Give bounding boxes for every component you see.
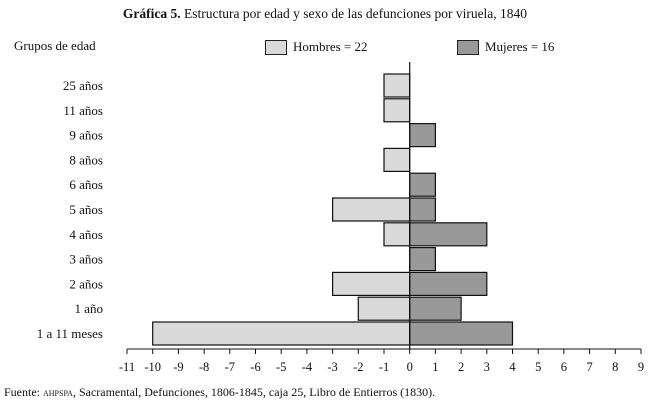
bar-mujeres [409,197,437,222]
bar-hombres [332,271,411,296]
x-tick-label: 2 [458,360,464,374]
category-label: 1 año [74,301,103,316]
source-note: Fuente: ahpspa, Sacramental, Defunciones… [4,385,435,400]
x-tick-label: 7 [586,360,592,374]
x-tick-label: -5 [276,360,286,374]
x-tick-label: -8 [199,360,209,374]
x-tick-label: 5 [535,360,541,374]
source-abbrev: ahpspa [43,385,73,399]
title-prefix: Gráfica 5. [122,6,181,21]
category-label: 1 a 11 meses [37,326,103,341]
y-axis-label: Grupos de edad [14,38,96,53]
x-tick-label: -9 [173,360,183,374]
bar-mujeres [409,296,462,321]
x-tick-label: -11 [119,360,135,374]
legend-hombres: Hombres = 22 [265,38,368,56]
legend-swatch-mujeres [457,39,479,55]
bar-mujeres [409,172,437,197]
x-tick-label: -1 [379,360,389,374]
bar-mujeres [409,321,514,346]
x-tick-label: -2 [353,360,363,374]
category-label: 2 años [69,276,103,291]
x-tick-label: -6 [250,360,260,374]
x-tick-label: 9 [638,360,644,374]
x-tick-label: 8 [612,360,618,374]
source-text: , Sacramental, Defunciones, 1806-1845, c… [72,385,436,399]
category-label: 8 años [69,152,103,167]
bar-hombres [383,98,411,123]
bar-hombres [383,147,411,172]
bar-hombres [152,321,411,346]
bar-hombres [332,197,411,222]
legend-swatch-hombres [265,39,287,55]
title-text: Estructura por edad y sexo de las defunc… [180,6,528,21]
bar-mujeres [409,271,488,296]
legend-label-mujeres: Mujeres = 16 [485,39,555,54]
x-tick-label: -7 [225,360,235,374]
bar-hombres [357,296,411,321]
category-label: 9 años [69,128,103,143]
x-tick-label: 1 [432,360,438,374]
category-label: 4 años [69,227,103,242]
x-tick-label: 0 [407,360,413,374]
category-label: 3 años [69,252,103,267]
category-label: 25 años [63,78,103,93]
bar-mujeres [409,222,488,247]
bar-mujeres [409,247,437,272]
source-prefix: Fuente: [4,385,43,399]
x-tick-label: 6 [561,360,567,374]
x-tick-label: -3 [327,360,337,374]
category-label: 6 años [69,177,103,192]
x-tick-label: -10 [144,360,161,374]
bar-hombres [383,73,411,98]
bar-hombres [383,222,411,247]
legend-mujeres: Mujeres = 16 [457,38,554,56]
chart-title: Gráfica 5. Estructura por edad y sexo de… [0,6,650,22]
category-label: 11 años [63,103,103,118]
x-tick-label: -4 [302,360,313,374]
legend-label-hombres: Hombres = 22 [293,39,368,54]
bar-mujeres [409,122,437,148]
x-tick-label: 4 [509,360,516,374]
x-tick-label: 3 [484,360,490,374]
category-label: 5 años [69,202,103,217]
